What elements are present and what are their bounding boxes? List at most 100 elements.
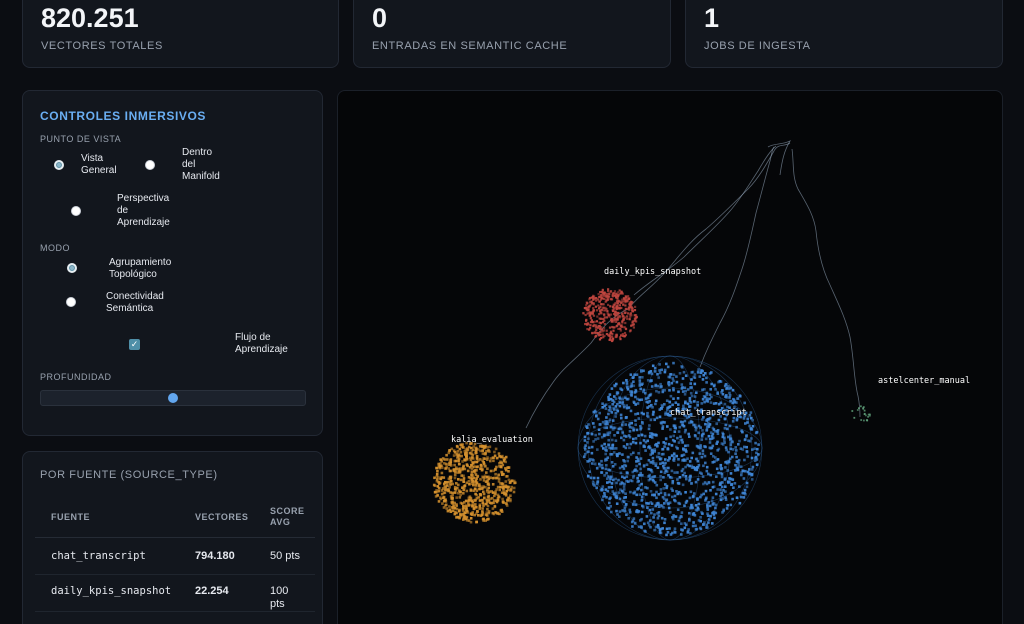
table-row: daily_kpis_snapshot 22.254 100 pts (35, 575, 315, 612)
embedding-point (455, 466, 458, 469)
embedding-point (726, 461, 729, 465)
checkbox-flujo-aprendizaje[interactable]: ✓ (129, 339, 140, 350)
embedding-point (706, 503, 709, 507)
embedding-point (627, 312, 630, 315)
embedding-point (619, 397, 622, 401)
embedding-point (723, 427, 727, 430)
embedding-point (471, 501, 475, 504)
embedding-point (495, 488, 498, 491)
embedding-point (645, 463, 649, 466)
embedding-point (705, 482, 709, 486)
embedding-point (601, 333, 604, 336)
embedding-point (688, 479, 691, 483)
embedding-point (603, 491, 606, 495)
embedding-point (670, 469, 674, 473)
embedding-point (644, 397, 648, 400)
embedding-point (465, 441, 468, 445)
depth-slider[interactable] (40, 390, 306, 406)
embedding-point (668, 511, 672, 514)
embedding-point (472, 445, 475, 448)
embedding-point (606, 431, 610, 435)
radio-agrupamiento-topologico-label[interactable]: Agrupamiento Topológico (109, 257, 171, 281)
checkbox-flujo-aprendizaje-label[interactable]: Flujo de Aprendizaje (235, 332, 288, 356)
embedding-point (677, 441, 681, 444)
embedding-point (692, 494, 695, 498)
embedding-point (437, 489, 441, 493)
embedding-point (628, 435, 632, 439)
embedding-point (708, 504, 712, 508)
embedding-point (737, 443, 740, 446)
embedding-point (486, 458, 489, 461)
embedding-point (472, 489, 475, 492)
embedding-point (748, 424, 751, 428)
embedding-point (625, 406, 629, 410)
embedding-point (677, 409, 680, 413)
embedding-point (735, 449, 738, 452)
embedding-point (591, 462, 594, 465)
embedding-point (683, 419, 687, 423)
embedding-point (614, 491, 618, 495)
embedding-point (659, 382, 662, 386)
embedding-point (728, 424, 732, 428)
radio-conectividad-semantica[interactable] (66, 297, 76, 307)
radio-perspectiva-aprendizaje[interactable] (71, 206, 81, 216)
embedding-point (498, 488, 501, 492)
embedding-point (509, 479, 513, 483)
embedding-point (650, 470, 654, 474)
embedding-point (613, 384, 617, 388)
embedding-point (624, 505, 627, 508)
embedding-point (629, 385, 632, 389)
embedding-point (735, 401, 738, 404)
embedding-point (607, 438, 610, 442)
embedding-point (478, 458, 482, 461)
embedding-point (741, 469, 744, 472)
embedding-point (723, 436, 726, 440)
embedding-point (613, 434, 616, 437)
radio-vista-general-label[interactable]: Vista General (81, 153, 117, 177)
embedding-point (436, 478, 439, 481)
embedding-point (639, 457, 643, 460)
radio-conectividad-semantica-label[interactable]: Conectividad Semántica (106, 291, 164, 315)
depth-slider-thumb[interactable] (168, 393, 178, 403)
manifold-canvas[interactable]: daily_kpis_snapshot chat_transcript kali… (338, 91, 1003, 624)
embedding-point (641, 473, 644, 477)
embedding-point (650, 448, 654, 452)
manifold-visualization[interactable]: daily_kpis_snapshot chat_transcript kali… (337, 90, 1003, 624)
embedding-point (461, 509, 465, 513)
embedding-point (757, 443, 760, 446)
embedding-point (445, 453, 448, 457)
embedding-point (614, 447, 618, 450)
radio-vista-general[interactable] (54, 160, 64, 170)
radio-dentro-del-manifold[interactable] (145, 160, 155, 170)
embedding-point (682, 407, 685, 410)
embedding-point (669, 394, 673, 398)
option-line: Flujo de (235, 332, 271, 343)
embedding-point (751, 425, 755, 428)
radio-agrupamiento-topologico[interactable] (67, 263, 77, 273)
embedding-point (462, 466, 465, 469)
embedding-point (618, 401, 622, 404)
embedding-point (621, 334, 625, 337)
embedding-point (681, 473, 685, 477)
embedding-point (608, 405, 611, 408)
embedding-point (612, 406, 615, 410)
embedding-point (629, 393, 633, 396)
radio-dentro-del-manifold-label[interactable]: Dentro del Manifold (182, 147, 220, 183)
embedding-point (492, 456, 496, 460)
embedding-point (629, 479, 632, 482)
radio-perspectiva-aprendizaje-label[interactable]: Perspectiva de Aprendizaje (117, 193, 170, 229)
embedding-point (611, 335, 614, 338)
embedding-point (475, 493, 478, 497)
embedding-point (704, 461, 707, 465)
embedding-point (720, 475, 724, 479)
embedding-point (599, 423, 602, 426)
embedding-point (689, 382, 692, 385)
embedding-point (601, 466, 604, 470)
embedding-point (615, 382, 618, 386)
embedding-point (456, 459, 460, 462)
embedding-point (684, 400, 687, 404)
embedding-point (443, 458, 446, 461)
embedding-point (609, 330, 613, 333)
embedding-point (654, 443, 657, 447)
embedding-point (586, 328, 589, 331)
